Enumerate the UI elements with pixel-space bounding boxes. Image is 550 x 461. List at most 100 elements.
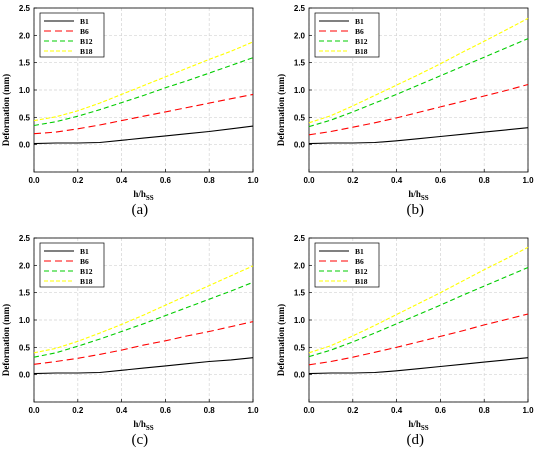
y-axis-label: Deformation (mm) [1, 74, 11, 146]
series-line-b1 [33, 125, 254, 145]
x-tick-label: 0.6 [435, 176, 447, 185]
panel-caption: (d) [406, 432, 425, 448]
legend-box [39, 242, 105, 288]
x-tick-label: 0.8 [204, 176, 216, 185]
legend-label-b6: B6 [355, 257, 364, 266]
series-line-b6 [308, 83, 529, 136]
chart-svg-a: 0.0 0.2 0.4 0.6 0.8 1.0 0.0 0.5 1.0 1.5 2.0 2.5 h/hS… [1, 4, 259, 202]
y-tick-label: 1.5 [294, 59, 306, 68]
series-line-b18 [33, 41, 254, 122]
x-tick-label: 1.0 [247, 176, 259, 185]
x-tick-label: 1.0 [522, 176, 534, 185]
y-tick-label: 1.0 [294, 316, 306, 325]
series-line-b6 [308, 313, 529, 366]
legend-label-b18: B18 [80, 277, 93, 286]
legend-label-b12: B12 [80, 267, 93, 276]
y-tick-label: 1.5 [294, 289, 306, 298]
legend-label-b6: B6 [80, 27, 89, 36]
y-axis-label: Deformation (mm) [276, 304, 286, 376]
y-tick-label: 0.5 [19, 113, 31, 122]
series-line-b18 [308, 17, 529, 124]
y-tick-label: 0.5 [294, 343, 306, 352]
x-tick-label: 0.6 [160, 406, 172, 415]
chart-panel-d: 0.0 0.2 0.4 0.6 0.8 1.0 0.0 0.5 1.0 1.5 2.0 2.5 h/hS… [275, 230, 550, 460]
y-tick-label: 1.5 [19, 59, 31, 68]
chart-panel-a: 0.0 0.2 0.4 0.6 0.8 1.0 0.0 0.5 1.0 1.5 2.0 2.5 h/hS… [0, 0, 275, 230]
series-line-b1 [308, 357, 529, 375]
series-line-b12 [33, 57, 254, 127]
legend-box [39, 12, 105, 58]
y-tick-label: 2.5 [19, 234, 31, 243]
legend-label-b1: B1 [355, 17, 364, 26]
y-tick-label: 1.5 [19, 289, 31, 298]
x-tick-label: 0.6 [435, 406, 447, 415]
x-tick-label: 0.0 [28, 176, 40, 185]
x-tick-label: 0.8 [479, 176, 491, 185]
legend-label-b18: B18 [355, 277, 368, 286]
x-tick-label: 0.6 [160, 176, 172, 185]
x-tick-label: 0.4 [116, 406, 128, 415]
legend-label-b1: B1 [80, 17, 89, 26]
legend-label-b18: B18 [355, 47, 368, 56]
y-tick-label: 2.5 [294, 4, 306, 13]
legend-label-b12: B12 [80, 37, 93, 46]
x-tick-label: 0.2 [347, 406, 359, 415]
x-tick-label: 0.4 [391, 176, 403, 185]
chart-svg-c: 0.0 0.2 0.4 0.6 0.8 1.0 0.0 0.5 1.0 1.5 2.0 2.5 h/hS… [1, 234, 259, 432]
series-line-b6 [33, 321, 254, 365]
y-tick-label: 0.0 [19, 141, 31, 150]
y-tick-label: 2.5 [294, 234, 306, 243]
x-axis-label: h/hSS [408, 189, 428, 202]
y-tick-label: 0.0 [294, 371, 306, 380]
x-tick-label: 1.0 [247, 406, 259, 415]
legend-label-b12: B12 [355, 37, 368, 46]
legend-label-b6: B6 [355, 27, 364, 36]
y-tick-label: 2.0 [19, 31, 31, 40]
y-tick-label: 0.5 [294, 113, 306, 122]
y-tick-label: 2.0 [294, 31, 306, 40]
x-axis-label: h/hSS [133, 189, 153, 202]
chart-panel-b: 0.0 0.2 0.4 0.6 0.8 1.0 0.0 0.5 1.0 1.5 2.0 2.5 h/hS… [275, 0, 550, 230]
y-tick-label: 2.5 [19, 4, 31, 13]
legend-label-b6: B6 [80, 257, 89, 266]
x-tick-label: 0.0 [28, 406, 40, 415]
series-line-b18 [33, 265, 254, 354]
x-tick-label: 0.2 [72, 176, 84, 185]
y-tick-label: 1.0 [19, 86, 31, 95]
y-axis-label: Deformation (mm) [1, 304, 11, 376]
series-line-b1 [308, 127, 529, 145]
x-tick-label: 0.4 [391, 406, 403, 415]
series-line-b6 [33, 93, 254, 135]
x-axis-label: h/hSS [408, 419, 428, 432]
x-tick-label: 0.0 [303, 176, 315, 185]
series-line-b12 [33, 281, 254, 358]
series-line-b12 [308, 38, 529, 128]
chart-svg-d: 0.0 0.2 0.4 0.6 0.8 1.0 0.0 0.5 1.0 1.5 2.0 2.5 h/hS… [276, 234, 534, 432]
panel-caption: (b) [406, 202, 425, 218]
panel-caption: (a) [131, 202, 149, 218]
x-tick-label: 0.2 [347, 176, 359, 185]
y-tick-label: 0.5 [19, 343, 31, 352]
y-axis-label: Deformation (mm) [276, 74, 286, 146]
x-tick-label: 0.2 [72, 406, 84, 415]
y-tick-label: 0.0 [294, 141, 306, 150]
chart-svg-b: 0.0 0.2 0.4 0.6 0.8 1.0 0.0 0.5 1.0 1.5 2.0 2.5 h/hS… [276, 4, 534, 202]
x-tick-label: 0.8 [479, 406, 491, 415]
x-tick-label: 0.4 [116, 176, 128, 185]
x-tick-label: 1.0 [522, 406, 534, 415]
y-tick-label: 1.0 [294, 86, 306, 95]
legend-label-b12: B12 [355, 267, 368, 276]
y-tick-label: 2.0 [19, 261, 31, 270]
x-tick-label: 0.0 [303, 406, 315, 415]
y-tick-label: 2.0 [294, 261, 306, 270]
x-tick-label: 0.8 [204, 406, 216, 415]
legend-box [314, 12, 380, 58]
y-tick-label: 1.0 [19, 316, 31, 325]
y-tick-label: 0.0 [19, 371, 31, 380]
x-axis-label: h/hSS [133, 419, 153, 432]
panel-caption: (c) [131, 432, 149, 448]
series-line-b1 [33, 357, 254, 375]
series-line-b12 [308, 266, 529, 358]
legend-label-b1: B1 [355, 247, 364, 256]
legend-label-b1: B1 [80, 247, 89, 256]
